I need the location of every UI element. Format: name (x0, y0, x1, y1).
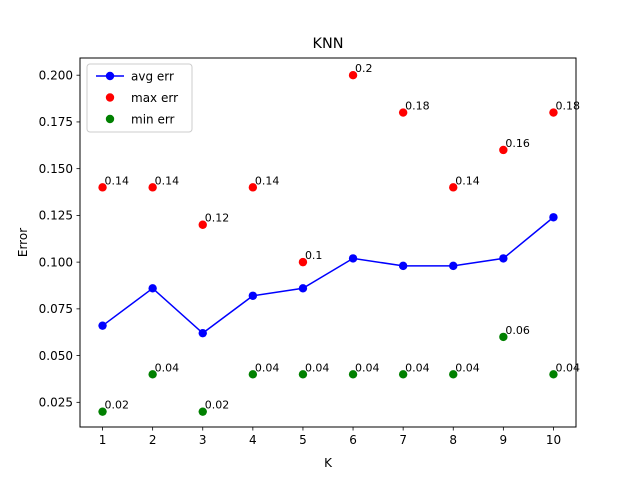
x-tick-label: 1 (99, 433, 107, 447)
y-tick-label: 0.200 (39, 68, 73, 82)
y-tick-label: 0.075 (39, 302, 73, 316)
x-tick-label: 7 (399, 433, 407, 447)
min-err-data-label: 0.02 (105, 399, 130, 412)
max-err-legend-marker (105, 93, 115, 102)
max-err-data-label: 0.14 (155, 174, 180, 187)
min-err-data-label: 0.04 (355, 361, 380, 374)
avg-err-point (449, 261, 458, 271)
min-err-data-label: 0.04 (405, 361, 430, 374)
plot-area: 0.14 0.14 0.12 0.14 0.1 0.2 0.18 0.14 0.16 0.18 0.… (98, 62, 580, 416)
avg-err-point (398, 261, 408, 271)
min-err-data-label: 0.04 (555, 361, 580, 374)
min-err-data-label: 0.04 (155, 361, 180, 374)
avg-err-point (148, 284, 157, 293)
chart-title: KNN (313, 36, 344, 52)
y-tick-label: 0.025 (39, 396, 73, 410)
max-err-point (348, 70, 358, 80)
max-err-point (98, 183, 107, 192)
avg-err-point (198, 328, 207, 338)
min-err-legend-label: min err (131, 112, 175, 126)
x-tick-label: 3 (199, 433, 207, 447)
min-err-point (298, 370, 308, 379)
max-err-data-label: 0.1 (305, 249, 323, 262)
x-tick-label: 4 (249, 433, 257, 447)
y-tick-label: 0.050 (39, 349, 73, 363)
max-err-data-label: 0.12 (205, 212, 230, 225)
y-tick-label: 0.175 (39, 115, 73, 129)
min-err-point (549, 370, 558, 379)
avg-err-point (248, 291, 258, 300)
x-tick-label: 5 (299, 433, 307, 447)
max-err-point (549, 108, 558, 117)
y-tick-label: 0.100 (39, 255, 73, 269)
avg-err-point (549, 213, 558, 222)
x-tick-label: 9 (500, 433, 508, 447)
min-err-point (499, 332, 508, 342)
plot-frame (79, 57, 577, 428)
avg-err-point (348, 254, 358, 263)
max-err-point (449, 183, 458, 192)
y-tick-label: 0.150 (39, 162, 73, 176)
x-axis-label: K (324, 456, 333, 470)
y-tick-label: 0.125 (39, 209, 73, 223)
min-err-legend-marker (105, 114, 115, 124)
max-err-data-label: 0.18 (405, 100, 430, 113)
max-err-point (248, 183, 258, 192)
avg-err-legend-label: avg err (131, 69, 174, 83)
min-err-point (98, 407, 107, 416)
min-err-data-label: 0.04 (255, 361, 280, 374)
min-err-point (248, 370, 258, 379)
max-err-data-label: 0.14 (105, 174, 130, 187)
avg-err-point (98, 321, 107, 330)
min-err-point (148, 370, 157, 379)
max-err-point (198, 220, 207, 229)
min-err-data-label: 0.04 (455, 361, 480, 374)
avg-err-point (499, 254, 508, 263)
min-err-data-label: 0.02 (205, 399, 230, 412)
max-err-data-label: 0.18 (555, 100, 580, 113)
avg-err-line (102, 216, 554, 335)
min-err-data-label: 0.04 (305, 361, 330, 374)
min-err-point (449, 370, 458, 379)
max-err-data-label: 0.16 (505, 137, 529, 150)
x-tick-label: 6 (349, 433, 357, 447)
max-err-point (398, 108, 408, 117)
x-tick-label: 2 (149, 433, 157, 447)
x-tick-label: 8 (449, 433, 457, 447)
avg-err-point (298, 284, 308, 293)
legend-box (86, 63, 193, 133)
y-axis-label: Error (16, 228, 30, 257)
max-err-legend-label: max err (131, 91, 178, 105)
max-err-data-label: 0.2 (355, 62, 373, 75)
avg-err-legend-marker (105, 71, 115, 81)
min-err-data-label: 0.06 (505, 324, 529, 337)
max-err-point (499, 145, 508, 155)
y-axis: 0.025 0.050 0.075 0.100 0.125 0.150 0.175 0.200 (39, 68, 80, 410)
x-tick-label: 10 (546, 433, 561, 447)
min-err-point (348, 370, 358, 379)
max-err-point (298, 257, 308, 267)
legend: avg err max err min err (86, 63, 193, 133)
min-err-point (398, 370, 408, 379)
x-axis: 1 2 3 4 5 6 7 8 9 10 (99, 427, 561, 447)
max-err-data-label: 0.14 (455, 174, 480, 187)
min-err-point (198, 407, 207, 416)
max-err-data-label: 0.14 (255, 174, 280, 187)
max-err-point (148, 183, 157, 192)
